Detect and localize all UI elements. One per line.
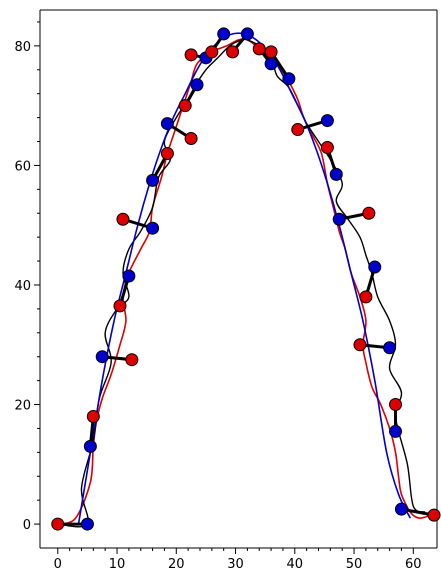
point-blue bbox=[394, 502, 408, 516]
point-red bbox=[113, 299, 127, 313]
point-red bbox=[178, 99, 192, 113]
point-blue bbox=[240, 27, 254, 41]
point-red bbox=[291, 123, 305, 137]
x-tick-label: 10 bbox=[109, 557, 126, 570]
point-red bbox=[205, 45, 219, 59]
point-red bbox=[353, 338, 367, 352]
x-tick-label: 50 bbox=[346, 557, 363, 570]
point-red bbox=[125, 353, 139, 367]
point-blue bbox=[95, 350, 109, 364]
series-line-red bbox=[57, 38, 432, 525]
y-tick-label: 80 bbox=[14, 40, 31, 55]
point-blue bbox=[368, 260, 382, 274]
point-red bbox=[427, 508, 441, 522]
point-blue bbox=[146, 173, 160, 187]
x-tick-label: 20 bbox=[168, 557, 185, 570]
y-tick-label: 20 bbox=[14, 399, 31, 414]
point-blue bbox=[332, 212, 346, 226]
x-tick-label: 0 bbox=[54, 557, 62, 570]
point-red bbox=[51, 517, 65, 531]
point-blue bbox=[383, 341, 397, 355]
y-tick-label: 0 bbox=[23, 518, 31, 533]
point-red bbox=[116, 212, 130, 226]
point-blue bbox=[146, 221, 160, 235]
point-blue bbox=[122, 269, 136, 283]
segments bbox=[56, 32, 436, 526]
point-blue bbox=[83, 439, 97, 453]
point-blue bbox=[389, 424, 403, 438]
x-tick-label: 40 bbox=[287, 557, 304, 570]
y-tick-label: 60 bbox=[14, 159, 31, 174]
point-red bbox=[160, 146, 174, 160]
point-red bbox=[184, 132, 198, 146]
y-tick-label: 40 bbox=[14, 279, 31, 294]
point-red bbox=[86, 409, 100, 423]
point-red bbox=[264, 45, 278, 59]
point-blue bbox=[217, 27, 231, 41]
ticks: 0 10 20 30 40 50 60 0 20 40 60 80 bbox=[14, 21, 422, 570]
point-red bbox=[184, 48, 198, 62]
point-red bbox=[320, 140, 334, 154]
point-red bbox=[226, 45, 240, 59]
axes bbox=[39, 9, 438, 549]
point-blue bbox=[80, 517, 94, 531]
x-tick-label: 30 bbox=[227, 557, 244, 570]
point-blue bbox=[329, 167, 343, 181]
point-blue bbox=[190, 78, 204, 92]
point-blue bbox=[282, 72, 296, 86]
point-blue bbox=[160, 117, 174, 131]
point-red bbox=[359, 290, 373, 304]
x-tick-label: 60 bbox=[405, 557, 422, 570]
markers bbox=[51, 27, 441, 531]
point-blue bbox=[320, 114, 334, 128]
point-blue bbox=[264, 57, 278, 71]
point-red bbox=[389, 398, 403, 412]
point-red bbox=[362, 206, 376, 220]
point-red bbox=[252, 42, 266, 56]
series-lines bbox=[57, 32, 432, 528]
